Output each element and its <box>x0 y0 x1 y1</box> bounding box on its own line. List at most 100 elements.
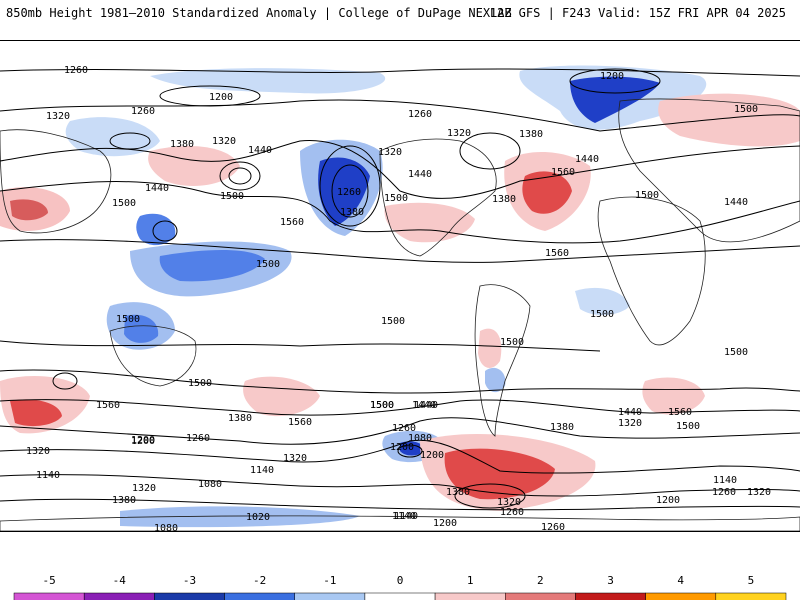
contour-label: 1500 <box>734 104 758 115</box>
contour-label: 1380 <box>446 487 470 498</box>
anom-pos-siberia-halo <box>0 187 70 231</box>
contour-label: 1500 <box>590 309 614 320</box>
colorbar-tick-label: -1 <box>323 574 336 587</box>
coastlines <box>0 98 800 531</box>
contour-label: 1380 <box>170 139 194 150</box>
contour-label: 1500 <box>381 316 405 327</box>
coast-north-america <box>379 138 497 257</box>
contour-label: 1500 <box>635 190 659 201</box>
contour-label: 1440 <box>414 400 438 411</box>
contour-line <box>0 140 800 199</box>
contour-label: 1560 <box>668 407 692 418</box>
colorbar-tick-label: 1 <box>467 574 474 587</box>
contour-label: 1560 <box>280 217 304 228</box>
colorbar-tick-label: -4 <box>113 574 127 587</box>
contour-label: 1440 <box>575 154 599 165</box>
anom-neg-arctic <box>150 68 386 94</box>
contour-label: 1140 <box>394 511 418 522</box>
colorbar-segment <box>294 592 366 600</box>
colorbar-tick-label: -5 <box>42 574 55 587</box>
contour-label: 1200 <box>131 436 155 447</box>
contour-line <box>0 239 800 263</box>
anom-neg-greenland-core <box>570 76 660 123</box>
contour-label: 1320 <box>26 446 50 457</box>
contour-label: 1500 <box>370 400 394 411</box>
contour-closed <box>109 132 151 150</box>
contour-labels: 1260 1200 1320 1260 1380 1320 1440 1500 … <box>26 65 771 531</box>
colorbar-segment <box>224 592 295 600</box>
contour-label: 1500 <box>220 191 244 202</box>
anom-neg-npac-core <box>318 157 370 226</box>
contour-line <box>0 439 800 474</box>
contour-label: 1500 <box>112 198 136 209</box>
contour-label: 1320 <box>378 147 402 158</box>
contour-label: 1080 <box>198 479 222 490</box>
map-title: 850mb Height 1981–2010 Standardized Anom… <box>6 6 512 20</box>
contour-label: 1440 <box>248 145 272 156</box>
contour-label: 1200 <box>656 495 680 506</box>
contour-label: 1380 <box>550 422 574 433</box>
contour-label: 1380 <box>340 207 364 218</box>
colorbar-tick-labels: -5 -4 -3 -2 -1 0 1 2 3 4 5 <box>42 574 754 587</box>
contour-label: 1260 <box>408 109 432 120</box>
contour-label: 1320 <box>132 483 156 494</box>
contour-label: 1500 <box>188 378 212 389</box>
colorbar-segment <box>154 592 225 600</box>
positive-anomaly-shading <box>0 93 800 511</box>
contour-label: 1440 <box>145 183 169 194</box>
contour-label: 1200 <box>209 92 233 103</box>
contour-label: 1320 <box>283 453 307 464</box>
colorbar-tick-label: 3 <box>607 574 614 587</box>
contour-label: 1440 <box>408 169 432 180</box>
contour-line <box>0 498 800 511</box>
colorbar-tick-label: -3 <box>183 574 196 587</box>
contour-closed <box>159 85 261 107</box>
anom-pos-spac-2 <box>243 376 320 417</box>
contour-label: 1140 <box>713 475 737 486</box>
contour-label: 1080 <box>408 433 432 444</box>
contour-label: 1320 <box>447 128 471 139</box>
colorbar-tick-label: 4 <box>677 574 684 587</box>
contour-label: 1500 <box>256 259 280 270</box>
contour-line <box>0 68 800 77</box>
contour-label: 1200 <box>131 435 155 446</box>
contour-line <box>0 417 800 445</box>
anom-neg-antarctic <box>120 506 360 528</box>
colorbar-segment <box>505 592 576 600</box>
colorbar-tick-label: 0 <box>397 574 404 587</box>
coast-antarctica <box>0 515 800 531</box>
colorbar-segment <box>83 592 155 600</box>
anom-pos-europe <box>658 93 800 147</box>
contour-closed <box>397 444 423 458</box>
contour-label: 1500 <box>116 314 140 325</box>
anom-pos-samerica <box>478 328 502 368</box>
colorbar-segment <box>715 592 787 600</box>
contour-label: 1320 <box>747 487 771 498</box>
contour-label: 1380 <box>492 194 516 205</box>
colorbar-segment <box>575 592 646 600</box>
contour-line <box>0 340 601 352</box>
contour-line <box>0 181 800 244</box>
contour-label: 1500 <box>370 400 394 411</box>
anom-pos-namerica <box>384 202 475 243</box>
contour-closed <box>454 483 526 509</box>
anom-neg-samerica <box>485 367 506 393</box>
contour-label: 1140 <box>392 511 416 522</box>
contour-closed <box>52 372 78 390</box>
contour-label: 1260 <box>131 106 155 117</box>
contour-label: 1260 <box>392 423 416 434</box>
contour-label: 1260 <box>64 65 88 76</box>
contour-closed <box>569 68 661 94</box>
contour-closed <box>331 164 369 218</box>
contour-label: 1560 <box>545 248 569 259</box>
contour-label: 1440 <box>412 400 436 411</box>
coast-asia-west <box>0 129 112 234</box>
height-contours <box>0 68 800 511</box>
anomaly-map: 1260 1200 1320 1260 1380 1320 1440 1500 … <box>0 40 800 532</box>
contour-label: 1260 <box>712 487 736 498</box>
anom-neg-atlantic <box>575 287 630 316</box>
contour-label: 1020 <box>246 512 270 523</box>
colorbar-tick-label: -2 <box>253 574 266 587</box>
contour-label: 1500 <box>384 193 408 204</box>
anomaly-colorbar: -5 -4 -3 -2 -1 0 1 2 3 4 5 <box>0 570 800 600</box>
